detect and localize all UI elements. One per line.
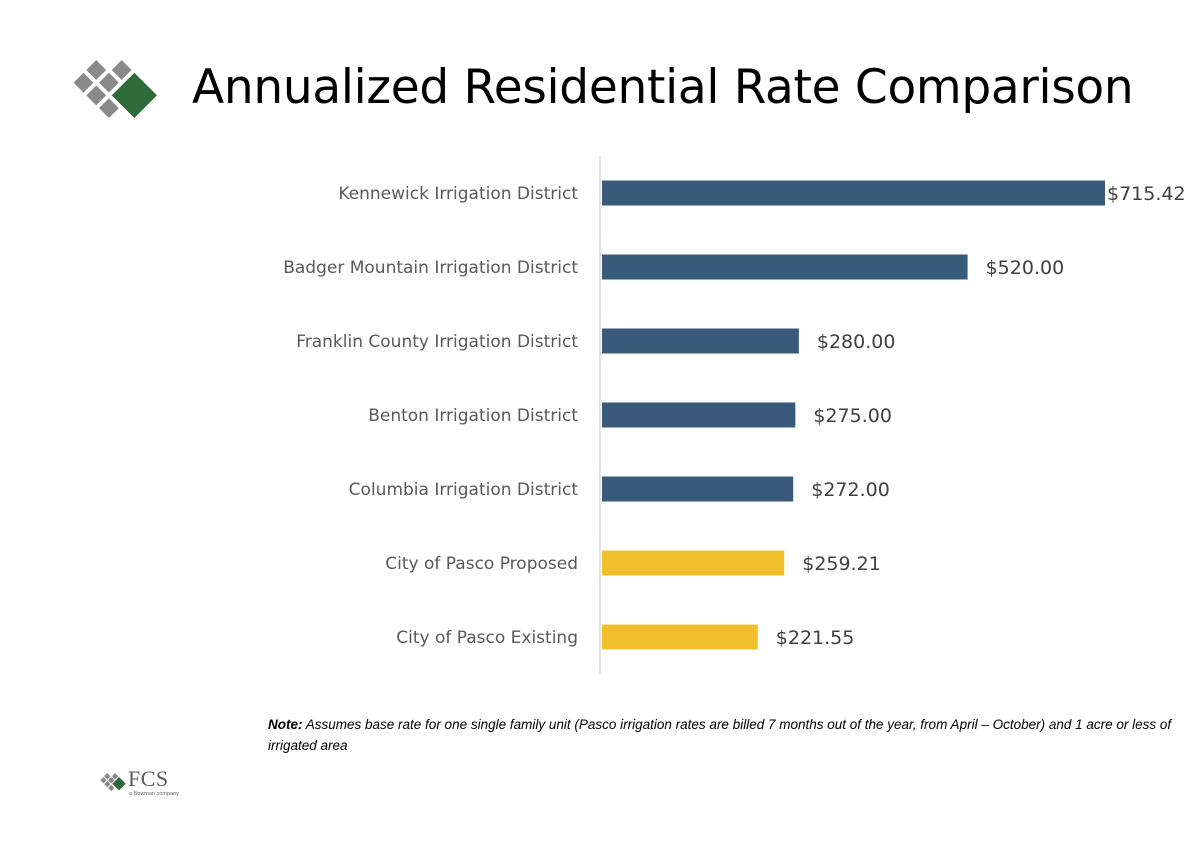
footnote-label: Note: [268, 717, 303, 732]
category-label: Benton Irrigation District [368, 406, 578, 426]
footnote-text: Assumes base rate for one single family … [268, 717, 1172, 753]
footer-logo: FCS a Bowman company [98, 766, 198, 802]
bar [602, 550, 785, 576]
category-label: Franklin County Irrigation District [296, 332, 578, 352]
fcs-small-diamond-logo-icon [100, 773, 126, 792]
bar-chart: Kennewick Irrigation District $715.42 Badg… [283, 156, 1186, 674]
page-title: Annualized Residential Rate Comparison [192, 60, 1134, 115]
fcs-diamond-logo-icon [73, 60, 158, 119]
bar [602, 254, 968, 280]
bar [602, 180, 1105, 206]
bar [602, 402, 796, 428]
value-label: $275.00 [813, 405, 892, 427]
value-label: $221.55 [776, 627, 855, 649]
category-label: City of Pasco Proposed [385, 554, 578, 574]
value-label: $520.00 [986, 257, 1065, 279]
value-label: $272.00 [811, 479, 890, 501]
footnote: Note: Assumes base rate for one single f… [268, 714, 1198, 756]
category-label: Columbia Irrigation District [349, 480, 579, 500]
footer-logo-subtext: a Bowman company [129, 791, 179, 797]
value-label: $259.21 [802, 553, 881, 575]
category-label: Badger Mountain Irrigation District [283, 258, 578, 278]
value-label: $280.00 [817, 331, 896, 353]
footer-logo-text: FCS [128, 766, 169, 791]
bar [602, 476, 794, 502]
bar [602, 328, 799, 354]
value-label: $715.42 [1107, 183, 1186, 205]
category-label: Kennewick Irrigation District [338, 184, 578, 204]
bar [602, 624, 758, 650]
category-label: City of Pasco Existing [396, 628, 578, 648]
